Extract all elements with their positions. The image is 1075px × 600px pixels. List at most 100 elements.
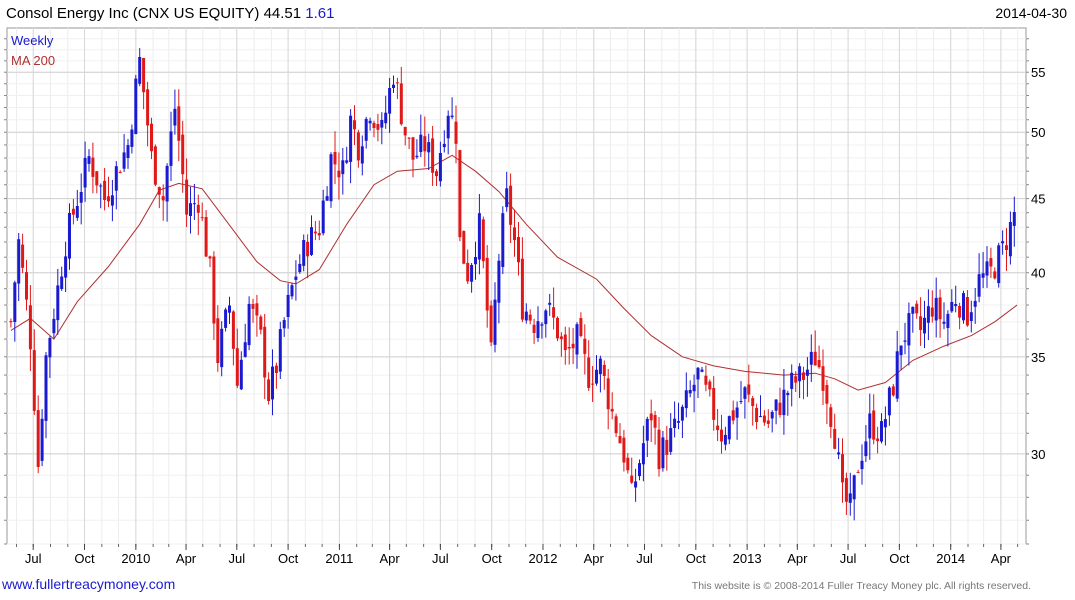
candle bbox=[204, 210, 208, 257]
chart-title: Consol Energy Inc (CNX US EQUITY) 44.51 … bbox=[6, 5, 334, 22]
x-tick-label: Oct bbox=[686, 551, 707, 566]
chart-date: 2014-04-30 bbox=[995, 5, 1067, 21]
legend-ma: MA 200 bbox=[11, 53, 55, 68]
candle bbox=[622, 429, 626, 472]
candle-body bbox=[282, 320, 286, 329]
candle-body bbox=[442, 143, 446, 148]
candle bbox=[739, 381, 743, 405]
footer-site-link[interactable]: www.fullertreacymoney.com bbox=[2, 576, 176, 592]
candle-body bbox=[1008, 222, 1012, 257]
candle-body bbox=[969, 312, 973, 321]
candle-body bbox=[103, 180, 107, 200]
candle bbox=[556, 316, 559, 342]
y-tick-label: 45 bbox=[1031, 192, 1045, 207]
candle-body bbox=[259, 316, 263, 330]
candle-body bbox=[493, 299, 497, 345]
candle bbox=[1008, 211, 1012, 265]
candle-body bbox=[669, 428, 673, 452]
candle bbox=[71, 198, 75, 225]
x-tick-label: Apr bbox=[991, 551, 1012, 566]
candle bbox=[626, 453, 630, 474]
candle bbox=[310, 215, 313, 256]
candle bbox=[962, 290, 965, 324]
candle bbox=[548, 293, 552, 316]
candle bbox=[571, 328, 575, 364]
candle-body bbox=[83, 157, 87, 188]
candle bbox=[649, 399, 653, 442]
candle bbox=[907, 302, 911, 366]
candle-body bbox=[462, 230, 466, 264]
candle-body bbox=[520, 258, 524, 320]
candle bbox=[64, 241, 68, 292]
candle-body bbox=[661, 437, 665, 469]
candle-body bbox=[110, 195, 114, 206]
candle bbox=[755, 403, 759, 430]
candle-body bbox=[239, 359, 243, 390]
candle bbox=[9, 318, 13, 328]
candle-body bbox=[848, 493, 852, 503]
candle bbox=[485, 245, 489, 328]
candle bbox=[829, 403, 833, 439]
candle bbox=[743, 386, 747, 419]
candle-body bbox=[212, 256, 216, 324]
candle-body bbox=[99, 185, 103, 187]
candle bbox=[411, 136, 415, 178]
candle bbox=[325, 186, 329, 201]
candle-body bbox=[372, 123, 376, 128]
candle bbox=[841, 438, 844, 503]
candle-body bbox=[481, 219, 485, 262]
candle-body bbox=[993, 271, 997, 279]
candle bbox=[704, 365, 708, 392]
candle bbox=[989, 247, 993, 278]
candle-body bbox=[427, 142, 431, 153]
candle-body bbox=[841, 454, 844, 483]
x-tick-label: Oct bbox=[482, 551, 503, 566]
candle-body bbox=[165, 165, 169, 202]
candle-body bbox=[587, 357, 591, 388]
candle-body bbox=[267, 379, 271, 401]
candle-body bbox=[770, 412, 774, 419]
candle-body bbox=[559, 336, 563, 340]
candle-body bbox=[958, 306, 962, 318]
candle bbox=[887, 386, 891, 426]
candle-body bbox=[583, 338, 587, 354]
candle-body bbox=[220, 328, 224, 368]
candle-body bbox=[708, 381, 712, 390]
candle-body bbox=[844, 478, 848, 502]
candle-body bbox=[751, 398, 755, 406]
candle bbox=[938, 289, 942, 338]
candle bbox=[169, 111, 173, 181]
candle-body bbox=[907, 313, 911, 346]
candle bbox=[360, 135, 364, 176]
candle bbox=[517, 222, 520, 276]
candle-body bbox=[563, 334, 567, 351]
candle-body bbox=[87, 156, 91, 164]
candle-body bbox=[474, 257, 477, 265]
candle bbox=[399, 66, 403, 126]
candle bbox=[509, 173, 513, 243]
candle-body bbox=[930, 307, 934, 317]
y-tick-label: 50 bbox=[1031, 125, 1045, 140]
candle-body bbox=[44, 355, 48, 421]
candle bbox=[919, 297, 923, 346]
candle-body bbox=[567, 347, 571, 349]
candle-body bbox=[345, 160, 349, 163]
candle bbox=[813, 330, 817, 366]
candle bbox=[95, 171, 99, 194]
candle-body bbox=[954, 304, 958, 307]
candle bbox=[368, 117, 372, 131]
price-change: 1.61 bbox=[305, 5, 335, 22]
candle bbox=[501, 206, 505, 274]
candle-body bbox=[817, 360, 821, 368]
x-tick-label: Oct bbox=[278, 551, 299, 566]
candle-body bbox=[79, 192, 83, 203]
candle bbox=[692, 374, 696, 413]
candle-body bbox=[497, 260, 501, 303]
candle-body bbox=[321, 200, 325, 234]
candle bbox=[563, 326, 567, 365]
candle bbox=[263, 314, 267, 400]
candle bbox=[950, 289, 954, 313]
candle bbox=[40, 409, 44, 467]
candle-body bbox=[915, 303, 919, 314]
candle-body bbox=[548, 302, 552, 305]
